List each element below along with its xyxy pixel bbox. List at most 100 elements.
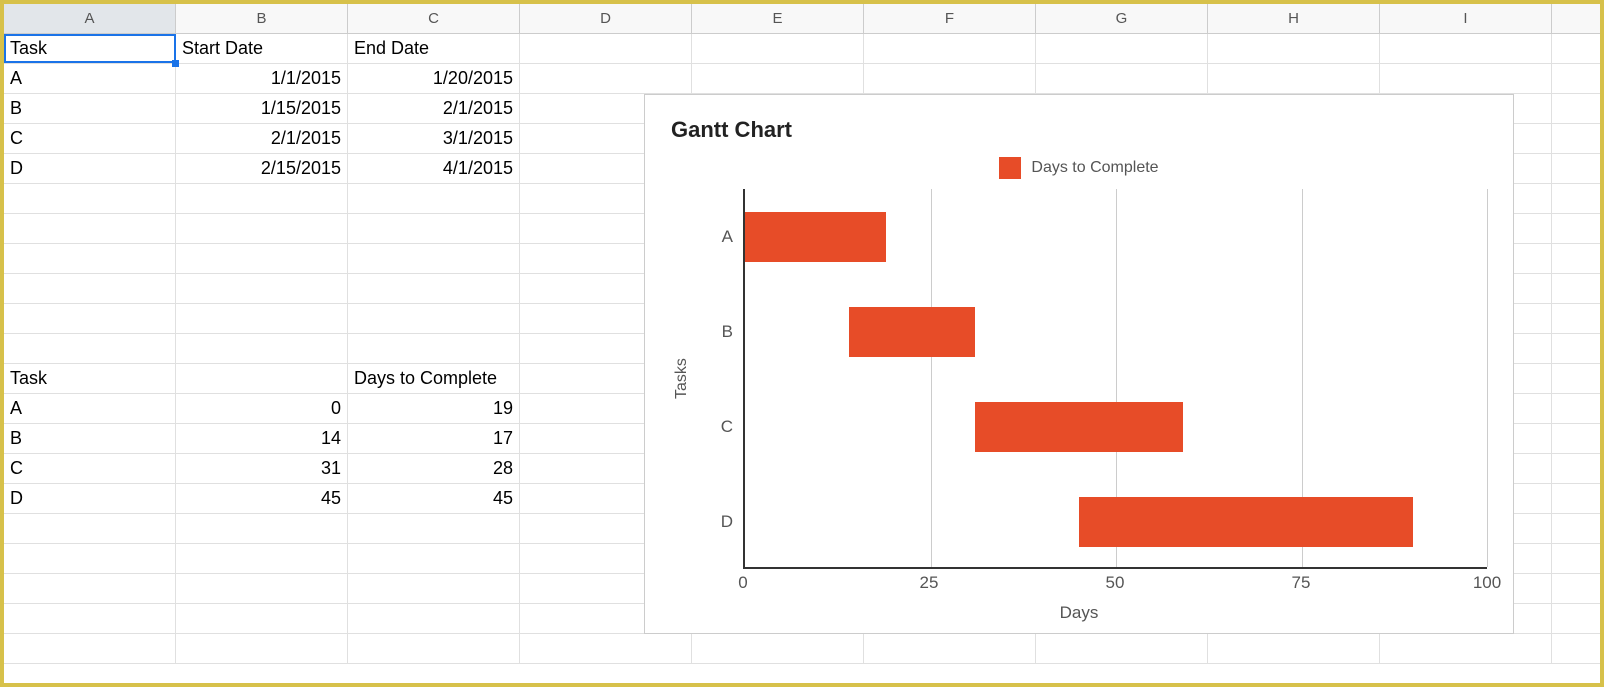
cell-h-21[interactable] <box>1208 634 1380 663</box>
cell-b-15[interactable]: 31 <box>176 454 348 483</box>
cell-b-2[interactable]: 1/1/2015 <box>176 64 348 93</box>
cell-f-21[interactable] <box>864 634 1036 663</box>
cell-a-17[interactable] <box>4 514 176 543</box>
cell-b-17[interactable] <box>176 514 348 543</box>
cell-b-12[interactable] <box>176 364 348 393</box>
cell-a-16[interactable]: D <box>4 484 176 513</box>
cell-c-12[interactable]: Days to Complete <box>348 364 520 393</box>
cell-c-14[interactable]: 17 <box>348 424 520 453</box>
cell-b-8[interactable] <box>176 244 348 273</box>
cell-c-1[interactable]: End Date <box>348 34 520 63</box>
cell-b-16[interactable]: 45 <box>176 484 348 513</box>
cell-g-21[interactable] <box>1036 634 1208 663</box>
column-header-e[interactable]: E <box>692 4 864 33</box>
cell-a-7[interactable] <box>4 214 176 243</box>
cell-a-6[interactable] <box>4 184 176 213</box>
cell-c-16[interactable]: 45 <box>348 484 520 513</box>
cell-a-18[interactable] <box>4 544 176 573</box>
column-header-a[interactable]: A <box>4 4 176 33</box>
cell-c-19[interactable] <box>348 574 520 603</box>
cell-b-5[interactable]: 2/15/2015 <box>176 154 348 183</box>
column-header-h[interactable]: H <box>1208 4 1380 33</box>
column-header-b[interactable]: B <box>176 4 348 33</box>
cell-b-3[interactable]: 1/15/2015 <box>176 94 348 123</box>
cell-d-2[interactable] <box>520 64 692 93</box>
cell-c-4[interactable]: 3/1/2015 <box>348 124 520 153</box>
cell-a-15[interactable]: C <box>4 454 176 483</box>
legend-label: Days to Complete <box>1031 159 1158 177</box>
cell-a-5[interactable]: D <box>4 154 176 183</box>
cell-c-8[interactable] <box>348 244 520 273</box>
cell-b-14[interactable]: 14 <box>176 424 348 453</box>
cell-c-11[interactable] <box>348 334 520 363</box>
cell-c-2[interactable]: 1/20/2015 <box>348 64 520 93</box>
cell-d-1[interactable] <box>520 34 692 63</box>
chart-title: Gantt Chart <box>671 117 1487 143</box>
cell-a-12[interactable]: Task <box>4 364 176 393</box>
cell-g-2[interactable] <box>1036 64 1208 93</box>
cell-h-2[interactable] <box>1208 64 1380 93</box>
cell-c-9[interactable] <box>348 274 520 303</box>
column-header-f[interactable]: F <box>864 4 1036 33</box>
cell-b-9[interactable] <box>176 274 348 303</box>
cell-a-13[interactable]: A <box>4 394 176 423</box>
x-tick-label: 100 <box>1473 573 1501 593</box>
cell-c-20[interactable] <box>348 604 520 633</box>
column-header-c[interactable]: C <box>348 4 520 33</box>
cell-c-10[interactable] <box>348 304 520 333</box>
cell-b-21[interactable] <box>176 634 348 663</box>
cell-e-2[interactable] <box>692 64 864 93</box>
column-header-g[interactable]: G <box>1036 4 1208 33</box>
cell-c-3[interactable]: 2/1/2015 <box>348 94 520 123</box>
gridline <box>1487 189 1488 567</box>
cell-a-1[interactable]: Task <box>4 34 176 63</box>
cell-a-9[interactable] <box>4 274 176 303</box>
cell-b-13[interactable]: 0 <box>176 394 348 423</box>
cell-f-1[interactable] <box>864 34 1036 63</box>
cell-b-20[interactable] <box>176 604 348 633</box>
cell-a-3[interactable]: B <box>4 94 176 123</box>
cell-i-2[interactable] <box>1380 64 1552 93</box>
gantt-bar-b <box>849 307 975 357</box>
cell-c-6[interactable] <box>348 184 520 213</box>
cell-c-13[interactable]: 19 <box>348 394 520 423</box>
column-header-i[interactable]: I <box>1380 4 1552 33</box>
cell-a-21[interactable] <box>4 634 176 663</box>
gantt-chart[interactable]: Gantt Chart Days to Complete Tasks ABCD … <box>644 94 1514 634</box>
cell-a-20[interactable] <box>4 604 176 633</box>
cell-c-15[interactable]: 28 <box>348 454 520 483</box>
cell-b-10[interactable] <box>176 304 348 333</box>
cell-e-1[interactable] <box>692 34 864 63</box>
cell-a-14[interactable]: B <box>4 424 176 453</box>
cell-b-7[interactable] <box>176 214 348 243</box>
cell-c-21[interactable] <box>348 634 520 663</box>
cell-b-19[interactable] <box>176 574 348 603</box>
cell-b-11[interactable] <box>176 334 348 363</box>
cell-d-21[interactable] <box>520 634 692 663</box>
cell-i-21[interactable] <box>1380 634 1552 663</box>
cell-a-11[interactable] <box>4 334 176 363</box>
cell-a-4[interactable]: C <box>4 124 176 153</box>
cell-a-2[interactable]: A <box>4 64 176 93</box>
cell-a-10[interactable] <box>4 304 176 333</box>
cell-c-18[interactable] <box>348 544 520 573</box>
gantt-bar-a <box>745 212 886 262</box>
legend-swatch <box>999 157 1021 179</box>
cell-h-1[interactable] <box>1208 34 1380 63</box>
cell-g-1[interactable] <box>1036 34 1208 63</box>
cell-c-17[interactable] <box>348 514 520 543</box>
cell-a-8[interactable] <box>4 244 176 273</box>
cell-b-6[interactable] <box>176 184 348 213</box>
cell-c-5[interactable]: 4/1/2015 <box>348 154 520 183</box>
column-header-d[interactable]: D <box>520 4 692 33</box>
cell-i-1[interactable] <box>1380 34 1552 63</box>
cell-b-1[interactable]: Start Date <box>176 34 348 63</box>
cell-c-7[interactable] <box>348 214 520 243</box>
y-tick-label: D <box>693 474 743 569</box>
cell-b-4[interactable]: 2/1/2015 <box>176 124 348 153</box>
cell-f-2[interactable] <box>864 64 1036 93</box>
table-row <box>4 634 1600 664</box>
cell-a-19[interactable] <box>4 574 176 603</box>
cell-e-21[interactable] <box>692 634 864 663</box>
cell-b-18[interactable] <box>176 544 348 573</box>
